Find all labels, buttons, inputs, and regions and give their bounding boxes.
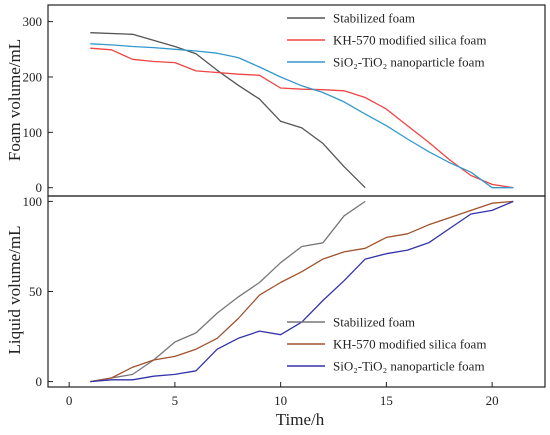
time-axis-title: Time/h <box>276 410 325 429</box>
x-tick-label: 20 <box>486 393 499 408</box>
series-line-kh-570-modified-silica-foam <box>90 200 514 383</box>
y-tick-label: 100 <box>23 194 43 209</box>
foam-volume-axis-title: Foam volume/mL <box>5 39 24 161</box>
y-tick-label: 0 <box>36 374 43 389</box>
series-line-stabilized-foam <box>90 32 366 189</box>
y-tick-label: 100 <box>23 125 43 140</box>
x-tick-label: 15 <box>380 393 393 408</box>
y-tick-label: 300 <box>23 14 43 29</box>
foam-volume-panel: 0 100 200 300 Stabilized foam KH-570 modified… <box>23 4 546 197</box>
x-tick-label: 5 <box>172 393 179 408</box>
legend-label-sio-tio-nanoparticle-foam: SiO₂-TiO₂ nanoparticle foam <box>333 55 485 70</box>
legend-label-stabilized-foam: Stabilized foam <box>333 315 415 330</box>
series-line-sio-tio-nanoparticle-foam <box>90 200 514 383</box>
liquid-volume-axis-title: Liquid volume/mL <box>5 226 24 355</box>
series-line-kh-570-modified-silica-foam <box>90 47 514 189</box>
legend-label-kh-570-modified-silica-foam: KH-570 modified silica foam <box>333 337 486 352</box>
series-line-stabilized-foam <box>90 200 366 383</box>
liquid-volume-panel: 0 50 100 0 5 10 15 20 Stabilized foam KH-570 modi… <box>23 194 546 408</box>
legend-label-stabilized-foam: Stabilized foam <box>333 11 415 26</box>
y-tick-label: 200 <box>23 69 43 84</box>
series-line-sio-tio-nanoparticle-foam <box>90 43 514 189</box>
legend-label-sio-tio-nanoparticle-foam: SiO₂-TiO₂ nanoparticle foam <box>333 359 485 374</box>
x-tick-label: 10 <box>274 393 287 408</box>
legend-label-kh-570-modified-silica-foam: KH-570 modified silica foam <box>333 33 486 48</box>
x-tick-label: 0 <box>66 393 73 408</box>
y-tick-label: 50 <box>29 284 42 299</box>
y-tick-label: 0 <box>36 180 43 195</box>
